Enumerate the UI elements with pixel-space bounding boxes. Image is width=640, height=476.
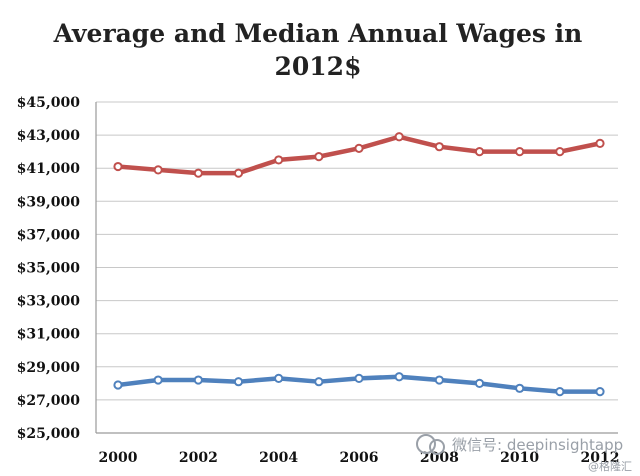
series-1-point (595, 138, 605, 148)
x-axis-ticks: 2000 2002 2004 2006 2008 2010 2012 (99, 450, 620, 466)
watermark-text: 微信号: deepinsightapp (452, 436, 623, 454)
series-1-point (113, 161, 123, 172)
series-1-point (515, 147, 525, 157)
x-tick-label: 2004 (259, 450, 298, 466)
watermark: 微信号: deepinsightapp @格隆汇 (416, 434, 632, 473)
series-2-point (153, 375, 163, 385)
y-tick-label: $27,000 (17, 393, 81, 409)
series-2-point (193, 375, 203, 385)
chart-title-line-2: 2012$ (275, 52, 362, 81)
wechat-icon (416, 434, 436, 454)
axes (95, 102, 618, 434)
y-tick-label: $25,000 (17, 426, 81, 442)
x-tick-label: 2002 (179, 450, 218, 466)
x-tick-label: 2008 (420, 450, 459, 466)
y-tick-label: $33,000 (17, 294, 81, 310)
chart-title-line-1: Average and Median Annual Wages in (53, 19, 583, 48)
series-1-point (193, 168, 203, 178)
series-1-point (555, 147, 565, 157)
series-2-point (314, 377, 324, 387)
series-1-point (274, 155, 284, 165)
series-1-point (233, 168, 244, 178)
series-2-point (515, 383, 525, 393)
x-tick-label: 2000 (99, 450, 138, 466)
series-1-point (474, 147, 485, 157)
series-2-point (233, 377, 244, 387)
series-1-point (153, 165, 163, 175)
y-tick-label: $45,000 (17, 95, 81, 111)
series-2-point (394, 372, 404, 382)
chart-title: Average and Median Annual Wages in 2012$ (53, 19, 583, 81)
y-tick-label: $35,000 (17, 261, 81, 277)
series-2-point (434, 375, 444, 385)
y-tick-label: $29,000 (17, 360, 81, 376)
wechat-icon-bubble (429, 439, 445, 455)
y-tick-label: $31,000 (17, 327, 81, 343)
series (113, 132, 605, 397)
x-tick-label: 2012 (581, 450, 620, 466)
series-1-point (434, 142, 444, 152)
y-tick-label: $39,000 (17, 194, 81, 210)
x-tick-label: 2006 (340, 450, 379, 466)
y-axis-ticks: $45,000 $43,000 $41,000 $39,000 $37,000 $35,0… (17, 95, 81, 442)
series-2-point (595, 387, 605, 397)
series-2-point (274, 373, 284, 383)
y-tick-label: $41,000 (17, 161, 81, 177)
y-tick-label: $37,000 (17, 227, 81, 243)
series-1-point (394, 132, 404, 142)
series-2-point (354, 373, 364, 383)
series-1-point (354, 143, 364, 153)
watermark-corner-text: @格隆汇 (588, 459, 632, 473)
series-2-point (474, 378, 485, 388)
series-1-point (314, 152, 324, 162)
series-2-point (113, 380, 123, 390)
series-2-point (555, 387, 565, 397)
x-tick-label: 2010 (500, 450, 539, 466)
y-tick-label: $43,000 (17, 128, 81, 144)
